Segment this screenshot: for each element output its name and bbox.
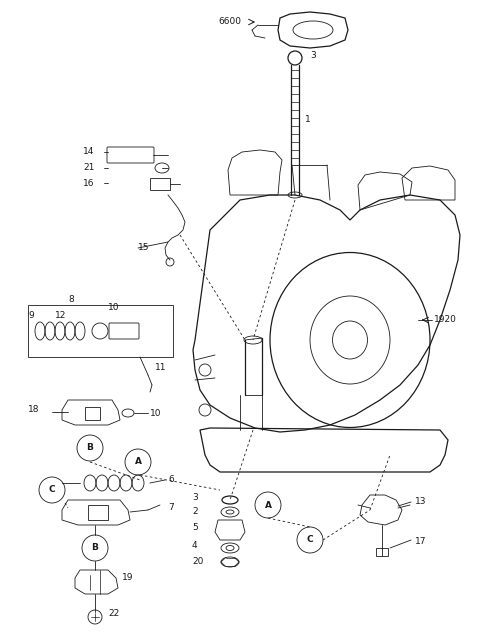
- Text: 1: 1: [305, 115, 311, 124]
- Text: 20: 20: [192, 558, 204, 567]
- FancyBboxPatch shape: [109, 323, 139, 339]
- Text: C: C: [48, 485, 55, 494]
- Text: 15: 15: [138, 244, 149, 253]
- Text: A: A: [264, 501, 272, 510]
- Text: 18: 18: [28, 406, 39, 415]
- Text: 2: 2: [192, 508, 198, 517]
- Circle shape: [82, 535, 108, 561]
- Circle shape: [77, 435, 103, 461]
- Polygon shape: [88, 505, 108, 520]
- Text: 13: 13: [415, 497, 427, 506]
- Text: B: B: [86, 444, 94, 453]
- Text: 1920: 1920: [434, 315, 457, 324]
- Text: 6600: 6600: [218, 17, 241, 26]
- Text: 21: 21: [83, 163, 95, 172]
- Text: 17: 17: [415, 538, 427, 547]
- Text: 6: 6: [168, 476, 174, 485]
- Text: 5: 5: [192, 524, 198, 533]
- Text: 19: 19: [122, 574, 133, 583]
- Text: 11: 11: [155, 363, 167, 372]
- Text: C: C: [307, 535, 313, 544]
- Circle shape: [39, 477, 65, 503]
- Text: 10: 10: [150, 408, 161, 417]
- Text: 14: 14: [83, 147, 95, 156]
- Text: 4: 4: [192, 542, 198, 551]
- Text: A: A: [134, 458, 142, 467]
- Circle shape: [255, 492, 281, 518]
- Text: B: B: [92, 544, 98, 553]
- Text: 10: 10: [108, 303, 120, 313]
- Text: 12: 12: [55, 312, 66, 320]
- Polygon shape: [85, 407, 100, 420]
- Circle shape: [125, 449, 151, 475]
- Text: 9: 9: [28, 312, 34, 320]
- Circle shape: [297, 527, 323, 553]
- Text: 8: 8: [68, 296, 74, 304]
- Text: 3: 3: [310, 51, 316, 60]
- Text: 7: 7: [168, 503, 174, 513]
- Text: 16: 16: [83, 178, 95, 188]
- Text: 22: 22: [108, 610, 119, 619]
- Text: 3: 3: [192, 494, 198, 503]
